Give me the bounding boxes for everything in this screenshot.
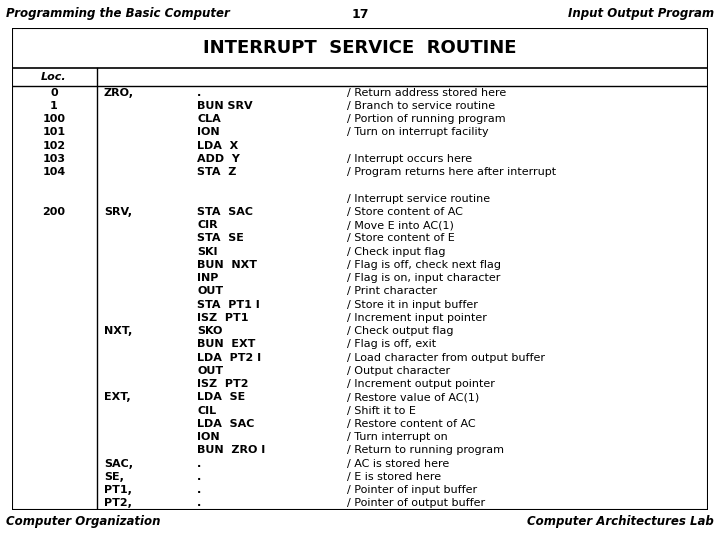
Text: Computer Organization: Computer Organization [6,516,161,529]
Text: ZRO,: ZRO, [104,87,134,98]
Text: STA  SAC: STA SAC [197,207,253,217]
Text: / Shift it to E: / Shift it to E [347,406,416,416]
Text: STA  Z: STA Z [197,167,236,177]
Text: / Store content of E: / Store content of E [347,233,455,244]
Text: STA  SE: STA SE [197,233,244,244]
Text: PT1,: PT1, [104,485,132,495]
Text: Input Output Program: Input Output Program [568,8,714,21]
Text: / Flag is on, input character: / Flag is on, input character [347,273,500,283]
Text: Programming the Basic Computer: Programming the Basic Computer [6,8,230,21]
Text: 0: 0 [50,87,58,98]
Text: CIR: CIR [197,220,217,230]
Text: / Store it in input buffer: / Store it in input buffer [347,300,478,309]
Text: / Check input flag: / Check input flag [347,247,446,256]
Text: .: . [197,472,202,482]
Text: .: . [197,458,202,469]
Text: / Move E into AC(1): / Move E into AC(1) [347,220,454,230]
Text: / Portion of running program: / Portion of running program [347,114,505,124]
Text: / Restore value of AC(1): / Restore value of AC(1) [347,393,480,402]
Text: / Program returns here after interrupt: / Program returns here after interrupt [347,167,556,177]
Text: / Flag is off, exit: / Flag is off, exit [347,339,436,349]
Text: / Return to running program: / Return to running program [347,446,504,455]
Text: 200: 200 [42,207,66,217]
Text: LDA  PT2 I: LDA PT2 I [197,353,261,363]
Text: .: . [197,498,202,508]
Text: / Increment output pointer: / Increment output pointer [347,379,495,389]
Text: / Load character from output buffer: / Load character from output buffer [347,353,545,363]
Text: / Print character: / Print character [347,286,437,296]
Text: / Pointer of output buffer: / Pointer of output buffer [347,498,485,508]
Text: INP: INP [197,273,218,283]
Text: / Increment input pointer: / Increment input pointer [347,313,487,323]
Text: BUN  NXT: BUN NXT [197,260,257,270]
Text: ION: ION [197,432,220,442]
Text: 17: 17 [351,8,369,21]
Text: / Interrupt occurs here: / Interrupt occurs here [347,154,472,164]
Text: BUN  EXT: BUN EXT [197,339,256,349]
Text: NXT,: NXT, [104,326,132,336]
Text: / Branch to service routine: / Branch to service routine [347,101,495,111]
Text: / Output character: / Output character [347,366,450,376]
Text: Computer Architectures Lab: Computer Architectures Lab [527,516,714,529]
Text: .: . [197,87,202,98]
Text: LDA  SAC: LDA SAC [197,419,254,429]
Text: / Return address stored here: / Return address stored here [347,87,506,98]
Text: / Turn on interrupt facility: / Turn on interrupt facility [347,127,489,137]
Text: / AC is stored here: / AC is stored here [347,458,449,469]
Text: / Turn interrupt on: / Turn interrupt on [347,432,448,442]
Text: ISZ  PT2: ISZ PT2 [197,379,248,389]
Text: / Flag is off, check next flag: / Flag is off, check next flag [347,260,501,270]
Text: 101: 101 [42,127,66,137]
Text: .: . [197,485,202,495]
Text: SKO: SKO [197,326,222,336]
Text: BUN  ZRO I: BUN ZRO I [197,446,265,455]
Text: CIL: CIL [197,406,216,416]
Text: ION: ION [197,127,220,137]
Text: PT2,: PT2, [104,498,132,508]
Text: SKI: SKI [197,247,217,256]
Text: / Interrupt service routine: / Interrupt service routine [347,194,490,204]
Text: OUT: OUT [197,366,223,376]
Text: Loc.: Loc. [41,72,67,82]
Text: / Check output flag: / Check output flag [347,326,454,336]
Text: 103: 103 [42,154,66,164]
Text: SAC,: SAC, [104,458,133,469]
Text: ISZ  PT1: ISZ PT1 [197,313,248,323]
Text: STA  PT1 I: STA PT1 I [197,300,260,309]
Text: INTERRUPT  SERVICE  ROUTINE: INTERRUPT SERVICE ROUTINE [203,39,517,57]
Text: OUT: OUT [197,286,223,296]
Text: / Restore content of AC: / Restore content of AC [347,419,476,429]
Text: ADD  Y: ADD Y [197,154,240,164]
Text: / Pointer of input buffer: / Pointer of input buffer [347,485,477,495]
Text: 102: 102 [42,140,66,151]
Text: CLA: CLA [197,114,221,124]
Text: SE,: SE, [104,472,124,482]
Text: / E is stored here: / E is stored here [347,472,441,482]
Text: 1: 1 [50,101,58,111]
Text: SRV,: SRV, [104,207,132,217]
Text: 104: 104 [42,167,66,177]
Text: EXT,: EXT, [104,393,130,402]
Text: BUN SRV: BUN SRV [197,101,253,111]
Text: LDA  SE: LDA SE [197,393,246,402]
Text: / Store content of AC: / Store content of AC [347,207,463,217]
Text: LDA  X: LDA X [197,140,238,151]
Text: 100: 100 [42,114,66,124]
